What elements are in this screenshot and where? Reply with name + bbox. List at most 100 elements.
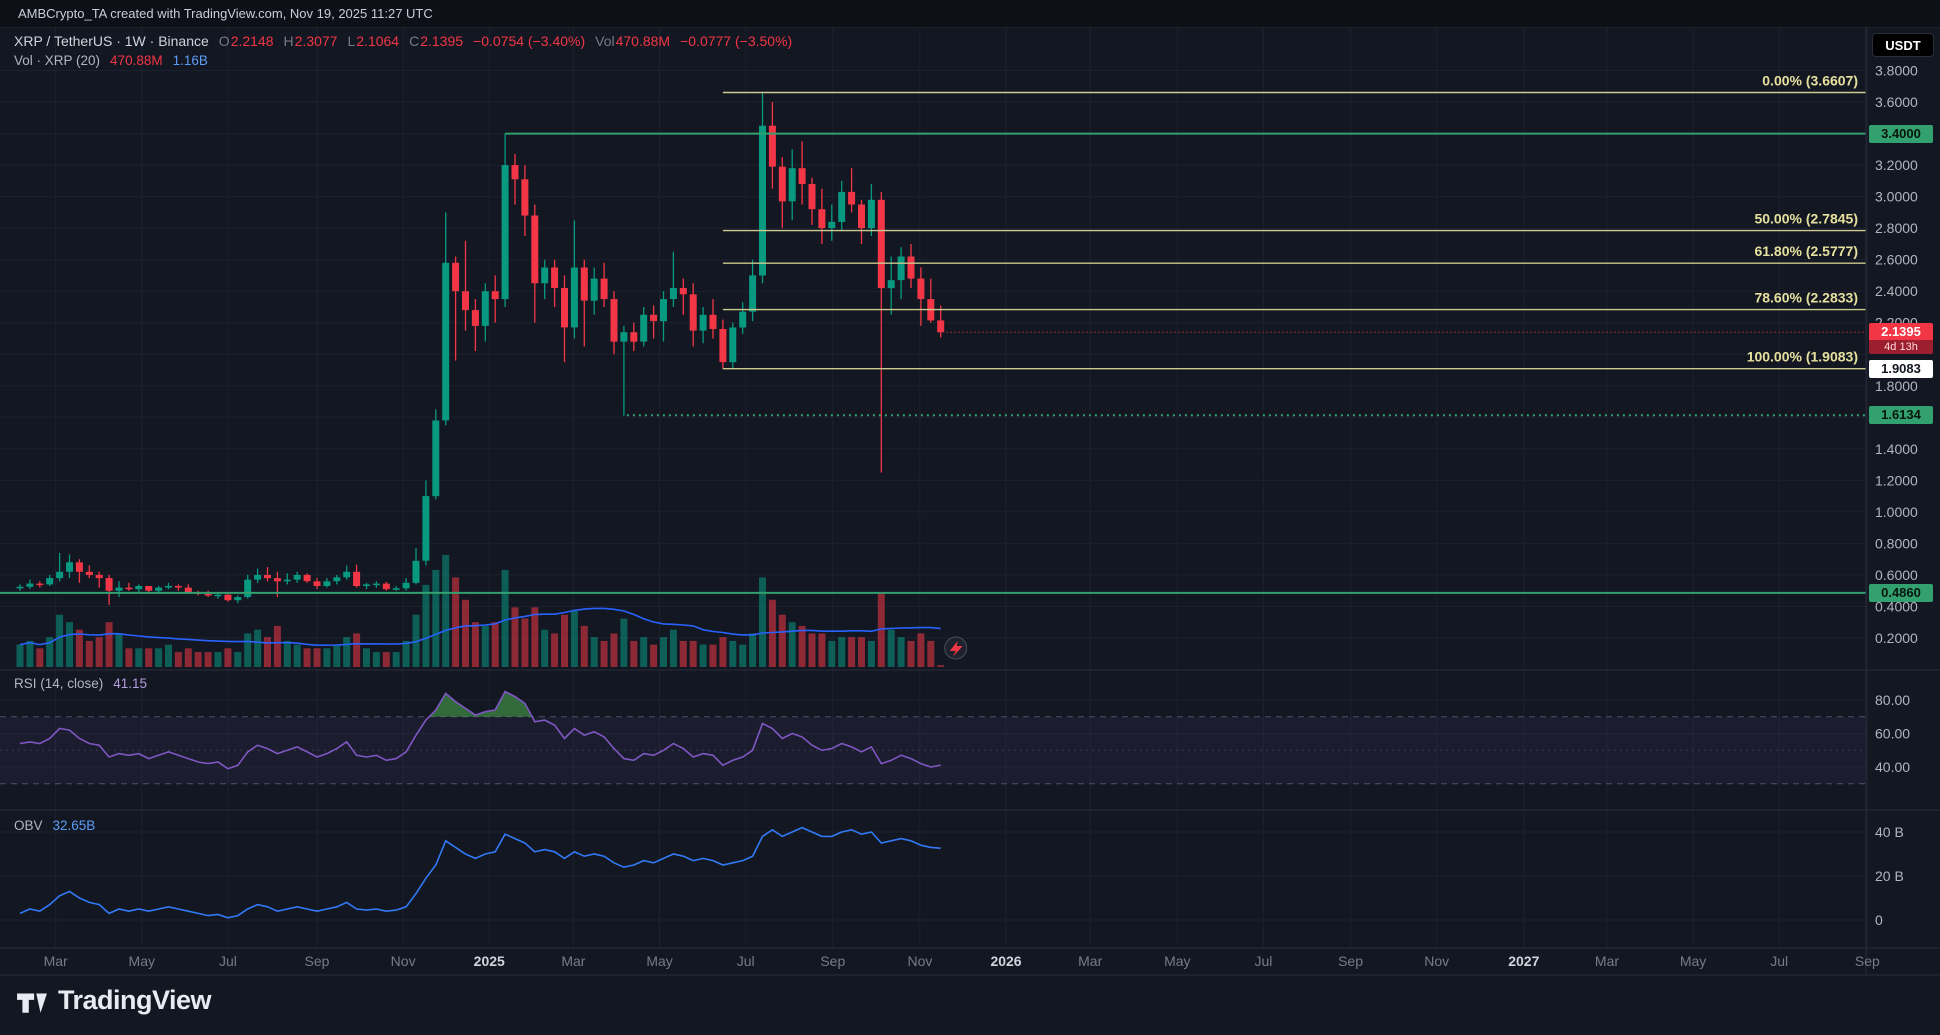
svg-text:Sep: Sep bbox=[1855, 953, 1880, 969]
volume-change-value: −0.0777 (−3.50%) bbox=[680, 33, 793, 49]
svg-text:0.00% (3.6607): 0.00% (3.6607) bbox=[1762, 72, 1858, 88]
change-value: −0.0754 (−3.40%) bbox=[473, 33, 586, 49]
price-level-badge-0.4860: 0.4860 bbox=[1869, 583, 1933, 602]
svg-text:Sep: Sep bbox=[1338, 953, 1363, 969]
svg-text:Mar: Mar bbox=[561, 953, 585, 969]
svg-text:Mar: Mar bbox=[1595, 953, 1619, 969]
svg-text:Sep: Sep bbox=[820, 953, 845, 969]
volume-indicator-legend[interactable]: Vol · XRP (20) 470.88M 1.16B bbox=[14, 53, 208, 68]
svg-text:Mar: Mar bbox=[44, 953, 68, 969]
svg-text:3.8000: 3.8000 bbox=[1875, 63, 1918, 79]
svg-text:May: May bbox=[646, 953, 672, 969]
bar-countdown: 4d 13h bbox=[1869, 340, 1933, 355]
close-value: 2.1395 bbox=[420, 33, 464, 49]
close-label: C bbox=[409, 33, 420, 49]
boost-icon[interactable] bbox=[944, 636, 968, 660]
svg-text:0.8000: 0.8000 bbox=[1875, 535, 1918, 551]
tradingview-wordmark: TradingView bbox=[58, 985, 212, 1015]
attribution-text: AMBCrypto_TA created with TradingView.co… bbox=[18, 6, 433, 21]
svg-text:Nov: Nov bbox=[1424, 953, 1449, 969]
price-axis-labels: 3.8000 3.6000 3.2000 3.0000 2.8000 2.6000 2.40… bbox=[1875, 63, 1918, 929]
open-label: O bbox=[218, 33, 230, 49]
svg-text:Nov: Nov bbox=[907, 953, 932, 969]
svg-text:Jul: Jul bbox=[1770, 953, 1788, 969]
low-label: L bbox=[347, 33, 356, 49]
svg-text:Mar: Mar bbox=[1078, 953, 1102, 969]
fib-100-price-badge: 1.9083 bbox=[1869, 359, 1933, 378]
svg-text:May: May bbox=[1164, 953, 1190, 969]
last-price-value: 2.1395 bbox=[1869, 323, 1933, 341]
high-value: 2.3077 bbox=[294, 33, 338, 49]
obv-label: OBV bbox=[14, 818, 43, 833]
obv-line bbox=[19, 826, 941, 919]
svg-text:3.2000: 3.2000 bbox=[1875, 157, 1918, 173]
currency-toggle-button[interactable]: USDT bbox=[1872, 33, 1934, 57]
attribution-bar: AMBCrypto_TA created with TradingView.co… bbox=[0, 0, 1940, 27]
open-value: 2.2148 bbox=[230, 33, 274, 49]
svg-text:0.2000: 0.2000 bbox=[1875, 630, 1918, 646]
svg-text:May: May bbox=[1680, 953, 1706, 969]
rsi-plot bbox=[0, 690, 1866, 785]
tradingview-logo[interactable]: TradingView bbox=[16, 985, 212, 1016]
high-pair: H 2.3077 bbox=[284, 33, 338, 49]
svg-text:20 B: 20 B bbox=[1875, 868, 1904, 884]
rsi-label: RSI (14, close) bbox=[14, 676, 104, 691]
svg-text:1.2000: 1.2000 bbox=[1875, 472, 1918, 488]
svg-text:1.8000: 1.8000 bbox=[1875, 378, 1918, 394]
volume-pair: Vol 470.88M bbox=[595, 33, 670, 49]
fib-retracement: 0.00% (3.6607) 50.00% (2.7845) 61.80% (2.5… bbox=[722, 72, 1866, 370]
svg-text:Jul: Jul bbox=[219, 953, 237, 969]
low-value: 2.1064 bbox=[356, 33, 400, 49]
time-axis-labels: Mar May Jul Sep Nov 2025 Mar May Jul Sep Nov 2026 Ma… bbox=[44, 953, 1880, 969]
volume-ma-line bbox=[19, 607, 941, 647]
time-axis[interactable] bbox=[0, 948, 1866, 975]
svg-text:50.00% (2.7845): 50.00% (2.7845) bbox=[1754, 211, 1858, 227]
svg-text:2.8000: 2.8000 bbox=[1875, 220, 1918, 236]
svg-text:2.6000: 2.6000 bbox=[1875, 252, 1918, 268]
svg-text:0.6000: 0.6000 bbox=[1875, 567, 1918, 583]
svg-text:Sep: Sep bbox=[305, 953, 330, 969]
svg-text:100.00% (1.9083): 100.00% (1.9083) bbox=[1747, 349, 1858, 365]
pane-separators bbox=[0, 26, 1940, 976]
svg-text:40.00: 40.00 bbox=[1875, 759, 1910, 775]
candles bbox=[16, 92, 945, 605]
volume-indicator-label: Vol · XRP (20) bbox=[14, 53, 101, 68]
svg-text:3.6000: 3.6000 bbox=[1875, 94, 1918, 110]
price-axis[interactable] bbox=[1866, 27, 1940, 948]
level-lines bbox=[0, 132, 1866, 594]
svg-text:78.60% (2.2833): 78.60% (2.2833) bbox=[1754, 290, 1858, 306]
last-price-badge: 2.1395 4d 13h bbox=[1869, 323, 1933, 355]
svg-text:61.80% (2.5777): 61.80% (2.5777) bbox=[1754, 243, 1858, 259]
rsi-indicator-legend[interactable]: RSI (14, close) 41.15 bbox=[14, 676, 147, 691]
svg-text:40 B: 40 B bbox=[1875, 824, 1904, 840]
obv-indicator-legend[interactable]: OBV 32.65B bbox=[14, 818, 95, 833]
chart-plot-area[interactable] bbox=[0, 27, 1866, 948]
volume-indicator-value: 470.88M bbox=[110, 53, 163, 68]
volume-label: Vol bbox=[595, 33, 615, 49]
rsi-value: 41.15 bbox=[113, 676, 148, 691]
svg-text:Jul: Jul bbox=[1254, 953, 1272, 969]
svg-text:Nov: Nov bbox=[391, 953, 416, 969]
svg-text:3.0000: 3.0000 bbox=[1875, 189, 1918, 205]
svg-text:0: 0 bbox=[1875, 912, 1883, 928]
svg-text:Jul: Jul bbox=[737, 953, 755, 969]
svg-text:2.4000: 2.4000 bbox=[1875, 283, 1918, 299]
svg-text:2025: 2025 bbox=[474, 953, 505, 969]
price-level-badge-1.6134: 1.6134 bbox=[1869, 406, 1933, 425]
volume-ma-value: 1.16B bbox=[172, 53, 208, 68]
grid bbox=[0, 27, 1868, 948]
low-pair: L 2.1064 bbox=[347, 33, 399, 49]
close-pair: C 2.1395 bbox=[409, 33, 463, 49]
svg-text:2026: 2026 bbox=[990, 953, 1021, 969]
svg-text:80.00: 80.00 bbox=[1875, 692, 1910, 708]
open-pair: O 2.2148 bbox=[219, 33, 274, 49]
high-label: H bbox=[283, 33, 294, 49]
price-level-badge-3.4000: 3.4000 bbox=[1869, 124, 1933, 143]
svg-text:0.4000: 0.4000 bbox=[1875, 598, 1918, 614]
svg-text:60.00: 60.00 bbox=[1875, 726, 1910, 742]
tradingview-icon bbox=[17, 993, 47, 1013]
symbol-title: XRP / TetherUS · 1W · Binance bbox=[14, 33, 209, 49]
